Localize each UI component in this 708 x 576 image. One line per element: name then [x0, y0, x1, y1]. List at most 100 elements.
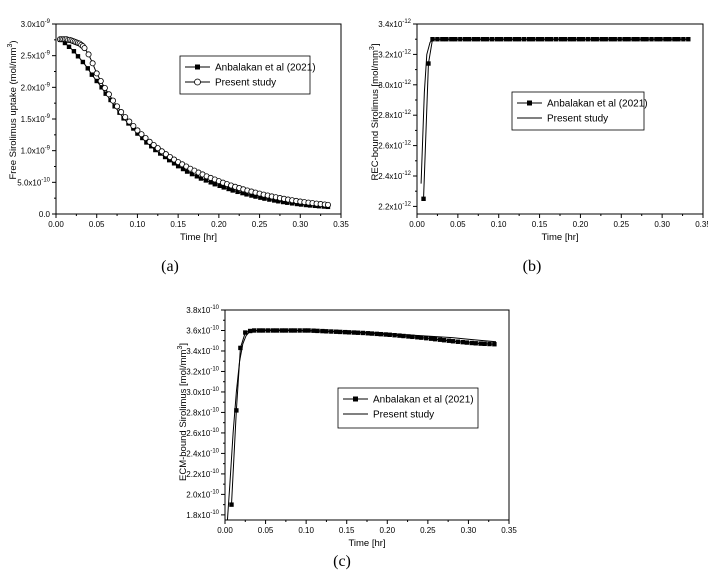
- data-point: [203, 178, 209, 183]
- data-point: [406, 334, 411, 339]
- data-point: [66, 44, 72, 49]
- y-tick-label: 3.4x10-12: [378, 19, 411, 29]
- data-point: [298, 202, 304, 207]
- data-point: [103, 91, 108, 96]
- data-point: [279, 328, 284, 333]
- data-point: [240, 190, 245, 196]
- series-2: [226, 329, 497, 520]
- legend-box: [179, 55, 311, 95]
- data-point: [212, 182, 217, 187]
- data-point: [426, 61, 431, 66]
- x-tick-label: 0.25: [613, 220, 629, 229]
- data-point: [166, 157, 172, 163]
- data-point: [303, 202, 309, 208]
- y-tick-label: 3.0x10-12: [378, 80, 411, 90]
- data-point: [226, 186, 231, 192]
- x-tick-label: 0.20: [211, 220, 227, 229]
- data-point: [424, 335, 429, 341]
- data-point: [419, 335, 424, 340]
- y-tick-label: 3.0x10-10: [186, 387, 219, 397]
- data-point: [189, 171, 195, 177]
- legend: Anbalakan et al (2021) Present study: [179, 55, 316, 95]
- data-point: [441, 338, 447, 343]
- y-tick-label: 0.0: [39, 210, 51, 219]
- x-axis-label: Time [hr]: [541, 232, 578, 243]
- x-tick-label: 0.15: [339, 526, 355, 535]
- y-tick-label: 2.0x10-9: [21, 82, 51, 92]
- data-point: [198, 176, 204, 181]
- legend-label: Anbalakan et al (2021): [215, 63, 316, 74]
- y-tick-label: 2.2x10-10: [186, 469, 219, 479]
- y-tick-label: 3.2x10-10: [186, 366, 219, 376]
- x-tick-label: 0.00: [217, 526, 233, 535]
- data-point: [238, 345, 243, 351]
- legend-marker: [527, 100, 532, 106]
- data-point: [180, 166, 186, 172]
- legend-marker: [195, 64, 200, 70]
- data-point: [81, 45, 88, 52]
- series-2: [420, 38, 690, 184]
- y-tick-label: 5.0x10-10: [17, 177, 50, 187]
- data-point: [437, 337, 443, 342]
- x-tick-label: 0.15: [170, 220, 186, 229]
- data-point: [130, 122, 137, 129]
- data-point: [110, 97, 117, 104]
- y-tick-label: 3.8x10-10: [186, 305, 219, 315]
- series-line: [226, 329, 497, 520]
- data-point: [244, 192, 249, 197]
- data-point: [351, 330, 357, 335]
- data-point: [75, 54, 81, 59]
- y-tick-label: 3.2x10-12: [378, 49, 411, 59]
- data-point: [153, 147, 158, 153]
- data-point: [150, 141, 157, 148]
- y-axis-label: Free Sirolimus uptake (mol/mm3): [7, 40, 19, 179]
- x-tick-label: 0.00: [48, 220, 64, 229]
- data-point: [455, 339, 461, 344]
- data-point: [450, 339, 456, 344]
- data-point: [194, 174, 200, 179]
- data-point: [229, 502, 234, 507]
- data-point: [365, 331, 371, 336]
- x-tick-label: 0.35: [695, 220, 708, 229]
- legend-label: Anbalakan et al (2021): [547, 99, 648, 110]
- y-tick-label: 2.8x10-10: [186, 407, 219, 417]
- data-point: [158, 148, 165, 155]
- y-tick-label: 2.6x10-12: [378, 141, 411, 151]
- data-point: [114, 103, 121, 110]
- x-tick-label: 0.20: [379, 526, 395, 535]
- data-point: [307, 203, 313, 208]
- data-point: [387, 332, 392, 337]
- x-tick-label: 0.25: [252, 220, 268, 229]
- data-point: [89, 72, 95, 77]
- y-tick-label: 2.5x10-9: [21, 51, 51, 61]
- x-tick-label: 0.35: [333, 220, 349, 229]
- data-point: [118, 109, 125, 116]
- y-tick-label: 1.0x10-9: [21, 146, 51, 156]
- x-tick-label: 0.10: [298, 526, 314, 535]
- legend-box: [337, 387, 479, 429]
- y-tick-label: 3.4x10-10: [186, 346, 219, 356]
- data-point: [135, 131, 140, 136]
- data-point: [469, 340, 474, 346]
- data-point: [369, 331, 375, 336]
- chart-panel-1: 0.00 0.05 0.10 0.15 0.20 0.25 0.30 0.35 0.0 5.0x1…: [7, 19, 349, 275]
- x-tick-label: 0.10: [130, 220, 146, 229]
- data-point: [162, 151, 169, 158]
- panel-label: (b): [523, 258, 542, 275]
- data-point: [397, 333, 402, 338]
- data-point: [235, 189, 240, 195]
- panel-label: (a): [161, 258, 179, 275]
- data-point: [62, 40, 68, 46]
- data-point: [324, 201, 331, 208]
- y-tick-label: 2.6x10-10: [186, 428, 219, 438]
- y-tick-label: 3.0x10-9: [21, 19, 51, 29]
- data-point: [285, 200, 290, 205]
- y-tick-label: 2.4x10-12: [378, 171, 411, 181]
- x-axis-label: Time [hr]: [348, 538, 385, 549]
- y-tick-label: 3.6x10-10: [186, 325, 219, 335]
- data-point: [265, 328, 271, 333]
- data-point: [410, 334, 415, 340]
- data-point: [85, 66, 90, 71]
- data-point: [270, 328, 276, 333]
- data-point: [392, 333, 397, 338]
